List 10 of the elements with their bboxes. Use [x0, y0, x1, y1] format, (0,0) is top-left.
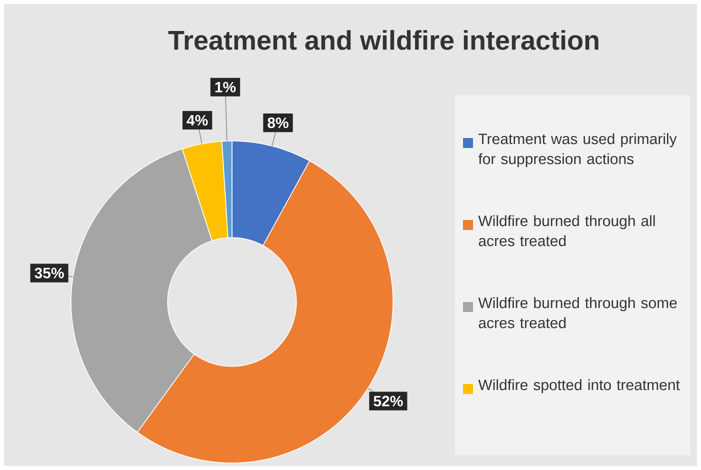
legend-label: Wildfire spotted into treatment — [478, 379, 680, 394]
data-label: 4% — [186, 115, 208, 126]
data-label: 8% — [268, 117, 288, 128]
data-label: 35% — [34, 268, 64, 278]
data-label: 52% — [374, 396, 403, 406]
chart-title: Treatment and wildfire interaction — [168, 30, 598, 50]
legend-label: Wildfire burned through all acres treated — [478, 215, 655, 246]
data-label: 1% — [215, 82, 236, 92]
legend-label: Wildfire burned through some acres treated — [478, 297, 677, 328]
legend-label: Treatment was used primarily for suppression actions — [478, 133, 677, 168]
